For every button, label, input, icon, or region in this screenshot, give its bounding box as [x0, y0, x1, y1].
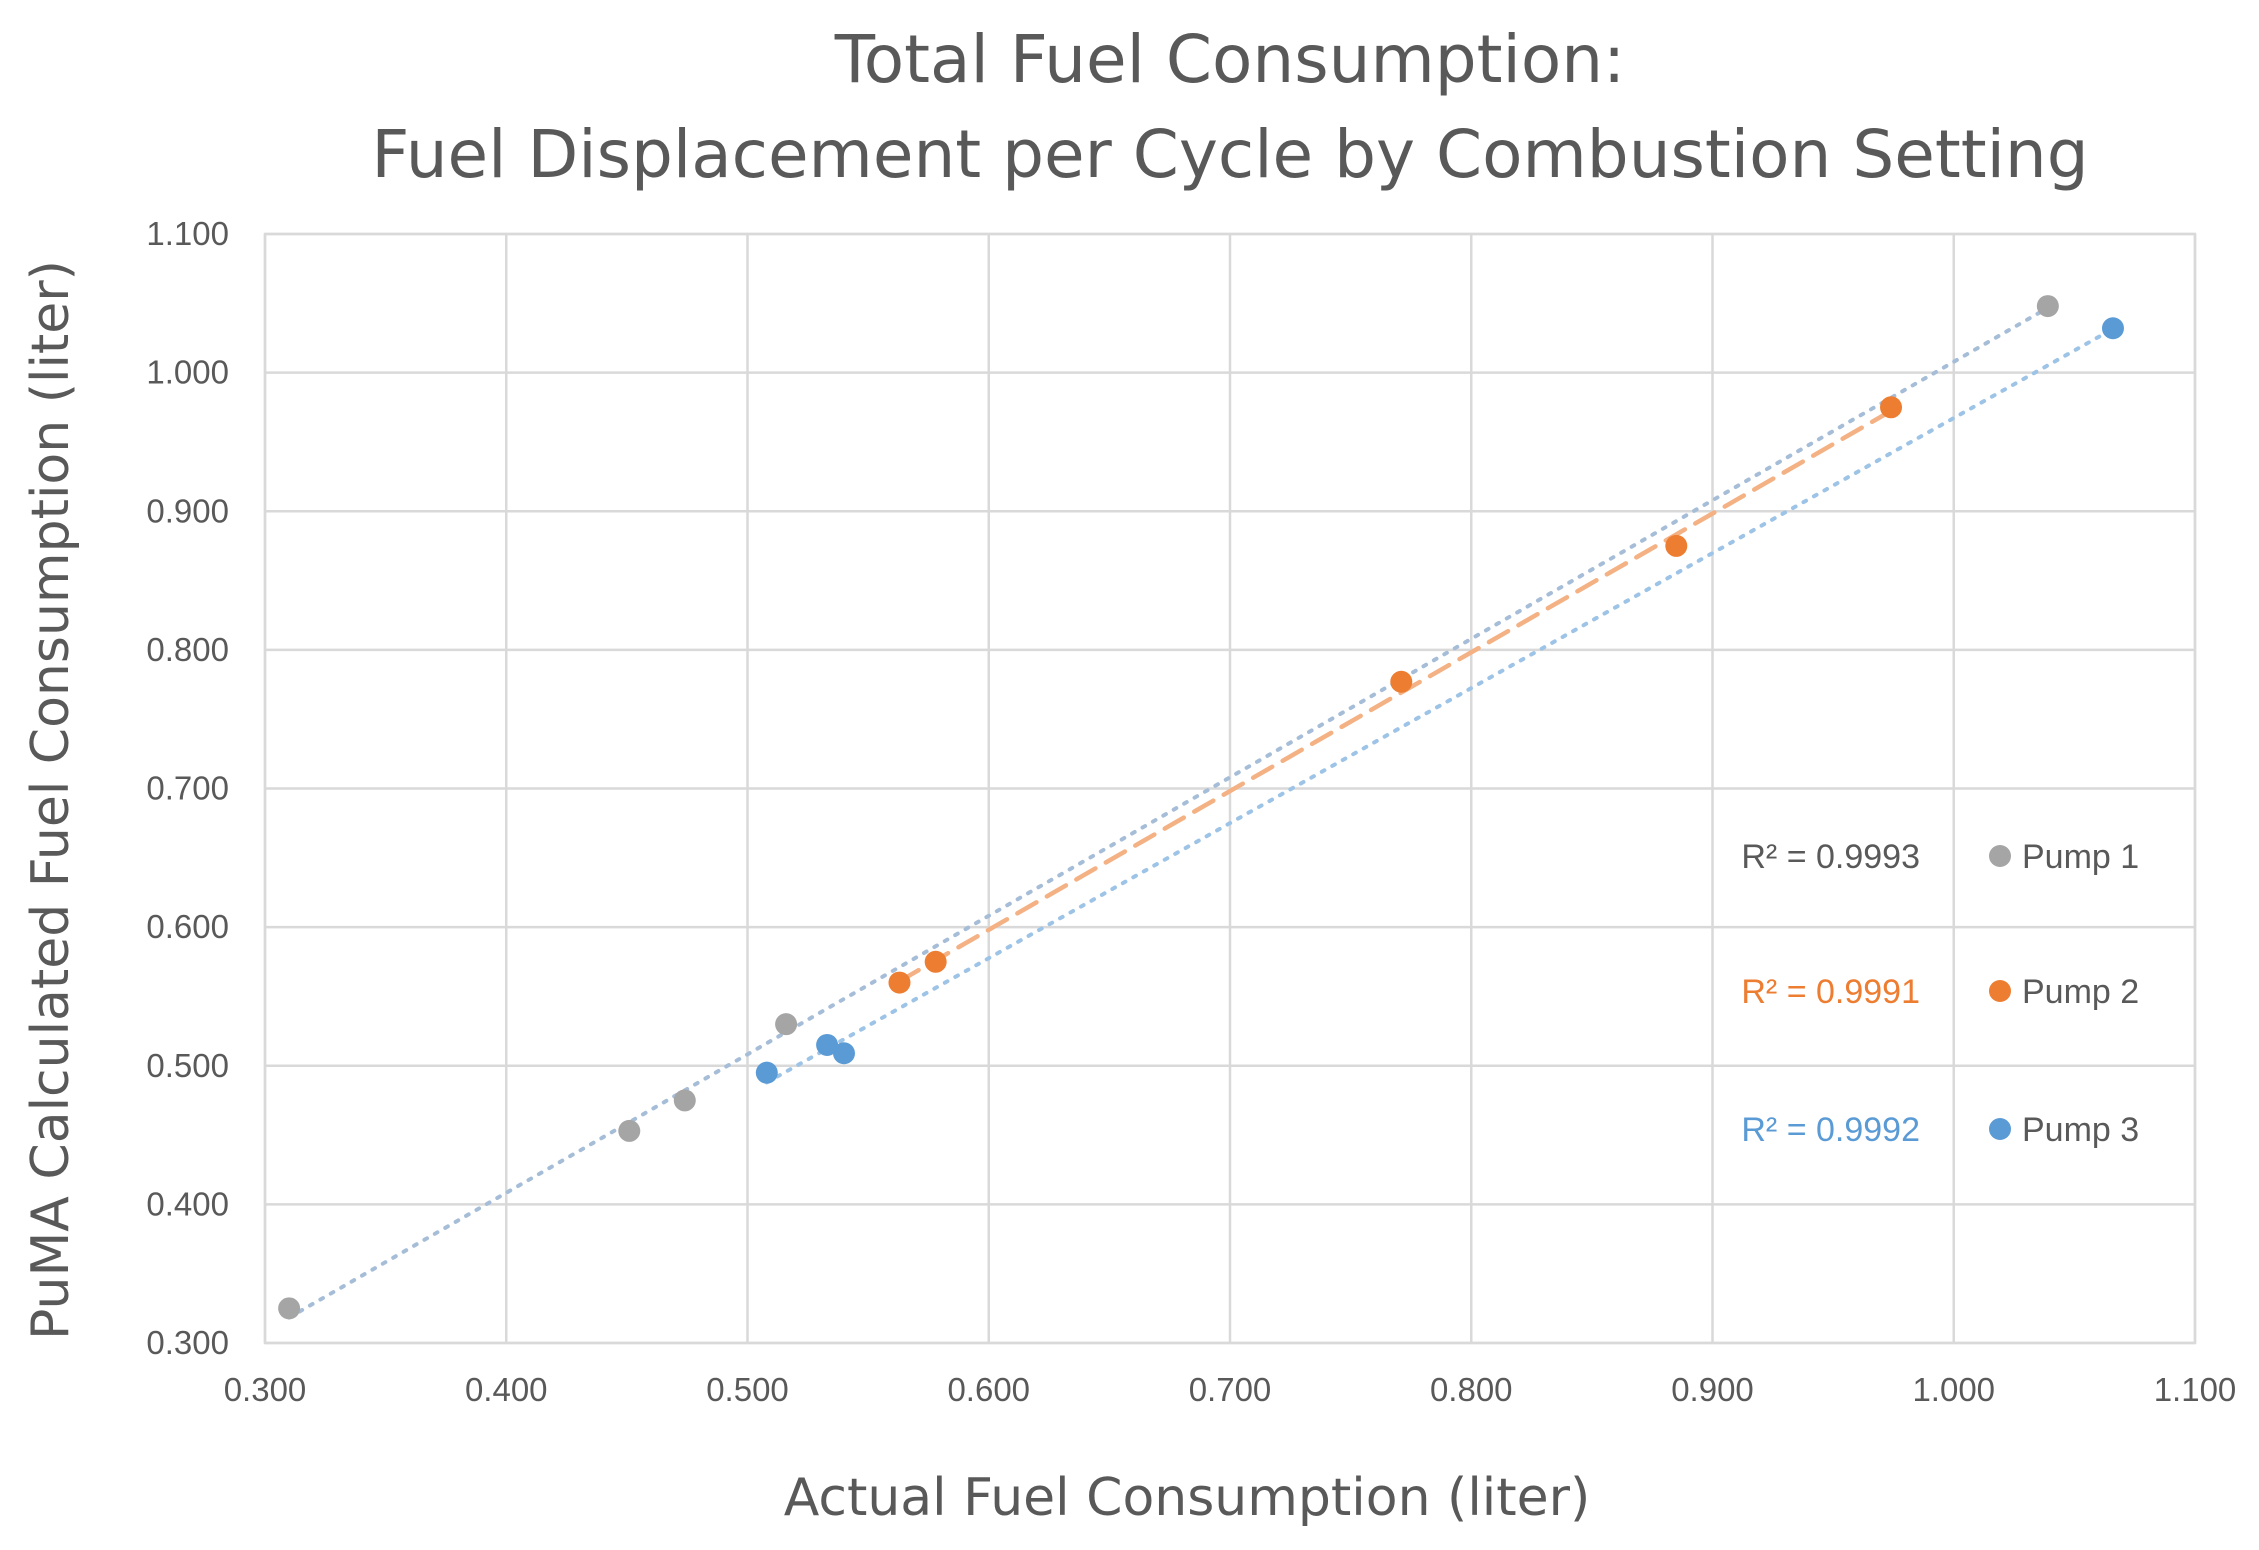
x-tick-label: 1.100 — [2154, 1371, 2237, 1408]
r-squared-label-series-1: R² = 0.9993 — [1741, 838, 1920, 876]
x-axis-title: Actual Fuel Consumption (liter) — [784, 1468, 1591, 1528]
x-axis-ticks: 0.300 0.400 0.500 0.600 0.700 0.800 0.900 1.000… — [224, 1371, 2237, 1408]
data-point-series-2 — [888, 971, 911, 994]
y-axis-ticks: 0.300 0.400 0.500 0.600 0.700 0.800 0.900 1.000… — [146, 215, 229, 1361]
data-points — [278, 295, 2124, 1320]
legend-label-series-3: Pump 3 — [2022, 1111, 2139, 1149]
legend-marker-series-2 — [1989, 980, 2011, 1002]
data-point-series-3 — [755, 1061, 778, 1084]
data-point-series-2 — [924, 950, 947, 973]
x-tick-label: 0.600 — [947, 1371, 1030, 1408]
data-point-series-3 — [816, 1033, 839, 1056]
legend-label-series-1: Pump 1 — [2022, 838, 2139, 876]
legend-marker-series-1 — [1989, 845, 2011, 867]
data-point-series-1 — [278, 1297, 301, 1320]
x-tick-label: 0.500 — [706, 1371, 789, 1408]
data-point-series-2 — [1665, 534, 1688, 557]
x-tick-label: 0.300 — [224, 1371, 307, 1408]
y-tick-label: 0.400 — [146, 1185, 229, 1222]
y-tick-label: 1.000 — [146, 354, 229, 391]
legend-label-series-2: Pump 2 — [2022, 973, 2139, 1011]
trendlines — [287, 305, 2115, 1320]
data-point-series-2 — [1390, 670, 1413, 693]
trendline-series-3 — [764, 326, 2115, 1085]
plot-area-border — [263, 232, 2197, 1345]
chart-title-line-1: Total Fuel Consumption: — [834, 21, 1626, 98]
y-tick-label: 0.900 — [146, 492, 229, 529]
legend: R² = 0.9993 Pump 1 R² = 0.9991 Pump 2 R² = 0… — [1741, 838, 2139, 1149]
trendline-series-1 — [287, 305, 2050, 1320]
r-squared-label-series-3: R² = 0.9992 — [1741, 1111, 1920, 1149]
data-point-series-1 — [618, 1119, 641, 1142]
data-point-series-1 — [775, 1013, 798, 1036]
x-tick-label: 0.400 — [465, 1371, 548, 1408]
y-tick-label: 0.700 — [146, 770, 229, 807]
x-tick-label: 1.000 — [1912, 1371, 1995, 1408]
data-point-series-1 — [673, 1089, 696, 1112]
x-tick-label: 0.700 — [1189, 1371, 1272, 1408]
y-tick-label: 0.500 — [146, 1047, 229, 1084]
y-tick-label: 1.100 — [146, 215, 229, 252]
data-point-series-2 — [1880, 396, 1903, 419]
y-axis-title: PuMA Calculated Fuel Consumption (liter) — [21, 260, 81, 1340]
legend-marker-series-3 — [1989, 1118, 2011, 1140]
y-tick-label: 0.600 — [146, 908, 229, 945]
data-point-series-3 — [2101, 317, 2124, 340]
x-tick-label: 0.800 — [1430, 1371, 1513, 1408]
data-point-series-3 — [833, 1042, 855, 1065]
r-squared-label-series-2: R² = 0.9991 — [1741, 973, 1920, 1011]
chart-title-line-2: Fuel Displacement per Cycle by Combustio… — [371, 116, 2088, 193]
y-tick-label: 0.300 — [146, 1324, 229, 1361]
data-point-series-1 — [2036, 295, 2059, 318]
x-tick-label: 0.900 — [1671, 1371, 1754, 1408]
trendline-series-2 — [897, 408, 1894, 984]
y-tick-label: 0.800 — [146, 631, 229, 668]
